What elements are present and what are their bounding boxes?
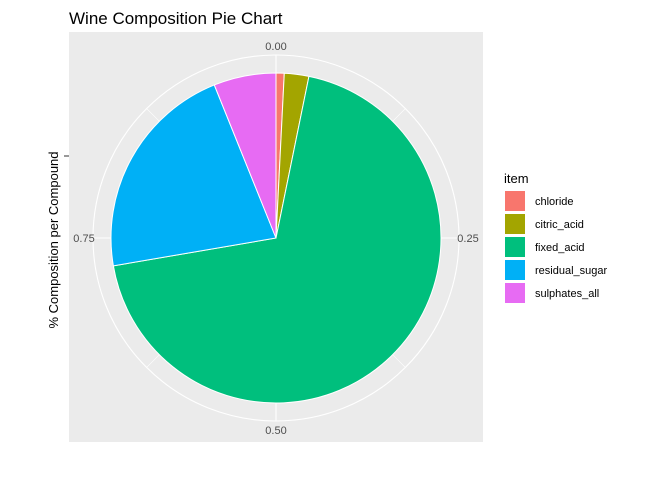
legend-label: citric_acid [535,219,584,231]
chart-title: Wine Composition Pie Chart [69,9,283,28]
pie-slice-fixed-acid [112,75,442,404]
legend-key-chloride [505,191,525,211]
angular-tick-label: 0.00 [265,41,286,53]
legend-key-residual-sugar [505,260,525,280]
legend-key-fixed-acid [505,237,525,257]
angular-tick-labels: 0.00 0.25 0.50 0.75 [73,41,478,437]
pie-slice-sulphates-all [213,72,277,239]
angular-tick-label: 0.50 [265,425,286,437]
pie-slice-residual-sugar [110,84,277,267]
angular-tick-label: 0.75 [73,233,94,245]
legend: item chloride citric_acid fixed_acidresidu… [504,171,607,303]
legend-label: fixed_acid [535,242,585,254]
legend-key-sulphates-all [505,283,525,303]
legend-title: item [504,171,529,186]
y-axis-title: % Composition per Compound [46,151,61,328]
angular-tick-label: 0.25 [457,233,478,245]
legend-key-citric-acid [505,214,525,234]
legend-label: sulphates_all [535,288,599,300]
legend-label: residual_sugar [535,265,607,277]
pie-slices [110,72,442,404]
legend-label: chloride [535,196,574,208]
